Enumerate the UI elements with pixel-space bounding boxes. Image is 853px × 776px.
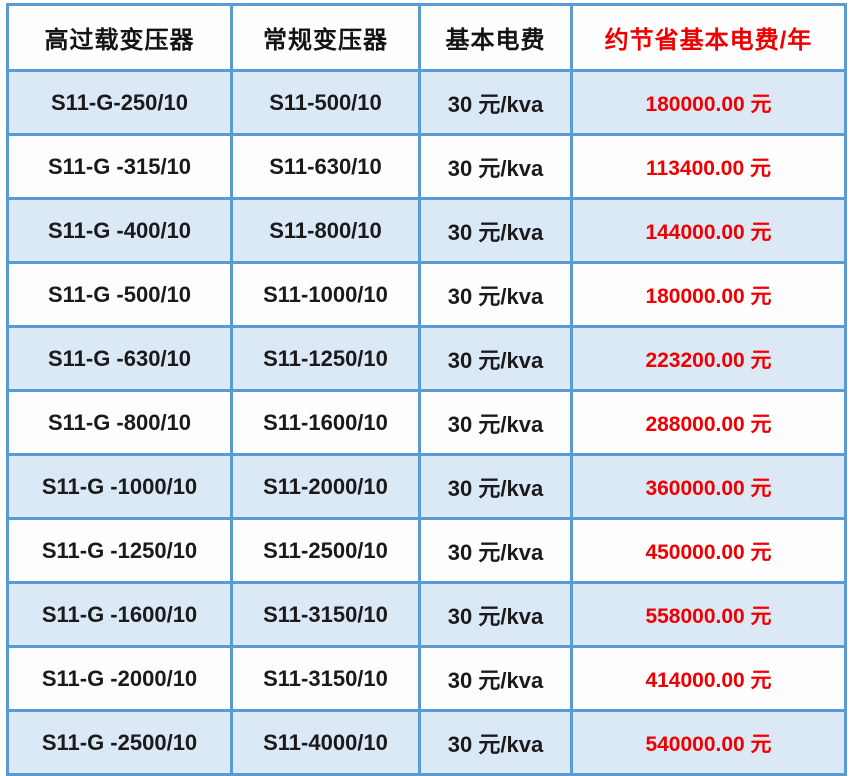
cell-standard-model: S11-500/10 <box>230 69 421 136</box>
cell-overload-model: S11-G -800/10 <box>6 389 233 456</box>
cell-standard-model: S11-1250/10 <box>230 325 421 392</box>
cell-annual-saving: 180000.00 元 <box>570 261 847 328</box>
table-row: S11-G -315/10 S11-630/10 30 元/kva 113400.00… <box>6 133 847 200</box>
cell-annual-saving: 180000.00 元 <box>570 69 847 136</box>
cell-annual-saving: 558000.00 元 <box>570 581 847 648</box>
table-row: S11-G -2500/10 S11-4000/10 30 元/kva 540000.… <box>6 709 847 776</box>
cell-standard-model: S11-1000/10 <box>230 261 421 328</box>
cell-annual-saving: 360000.00 元 <box>570 453 847 520</box>
cell-basic-fee: 30 元/kva <box>418 261 573 328</box>
cell-annual-saving: 144000.00 元 <box>570 197 847 264</box>
cell-standard-model: S11-800/10 <box>230 197 421 264</box>
table-row: S11-G -2000/10 S11-3150/10 30 元/kva 414000.… <box>6 645 847 712</box>
cell-overload-model: S11-G -400/10 <box>6 197 233 264</box>
col-header-standard-transformer: 常规变压器 <box>230 3 421 72</box>
table-row: S11-G -400/10 S11-800/10 30 元/kva 144000.00… <box>6 197 847 264</box>
table-header: 高过载变压器 常规变压器 基本电费 约节省基本电费/年 <box>6 3 847 72</box>
col-header-basic-fee: 基本电费 <box>418 3 573 72</box>
cell-overload-model: S11-G -1000/10 <box>6 453 233 520</box>
cell-overload-model: S11-G -630/10 <box>6 325 233 392</box>
cell-basic-fee: 30 元/kva <box>418 709 573 776</box>
cell-basic-fee: 30 元/kva <box>418 325 573 392</box>
cell-overload-model: S11-G -1600/10 <box>6 581 233 648</box>
cell-standard-model: S11-4000/10 <box>230 709 421 776</box>
cell-standard-model: S11-3150/10 <box>230 645 421 712</box>
cell-standard-model: S11-2000/10 <box>230 453 421 520</box>
cell-standard-model: S11-3150/10 <box>230 581 421 648</box>
cell-annual-saving: 414000.00 元 <box>570 645 847 712</box>
col-header-annual-saving: 约节省基本电费/年 <box>570 3 847 72</box>
cell-overload-model: S11-G -1250/10 <box>6 517 233 584</box>
cell-overload-model: S11-G -2500/10 <box>6 709 233 776</box>
table-body: S11-G-250/10 S11-500/10 30 元/kva 180000.00 … <box>6 69 847 776</box>
cell-annual-saving: 223200.00 元 <box>570 325 847 392</box>
cell-annual-saving: 540000.00 元 <box>570 709 847 776</box>
table-row: S11-G-250/10 S11-500/10 30 元/kva 180000.00 … <box>6 69 847 136</box>
cell-basic-fee: 30 元/kva <box>418 197 573 264</box>
cell-basic-fee: 30 元/kva <box>418 517 573 584</box>
cell-basic-fee: 30 元/kva <box>418 453 573 520</box>
cell-standard-model: S11-630/10 <box>230 133 421 200</box>
transformer-fee-table: 高过载变压器 常规变压器 基本电费 约节省基本电费/年 S11-G-250/10… <box>6 3 847 776</box>
table-row: S11-G -1600/10 S11-3150/10 30 元/kva 558000.… <box>6 581 847 648</box>
cell-annual-saving: 450000.00 元 <box>570 517 847 584</box>
cell-standard-model: S11-2500/10 <box>230 517 421 584</box>
table-row: S11-G -630/10 S11-1250/10 30 元/kva 223200.0… <box>6 325 847 392</box>
table-row: S11-G -800/10 S11-1600/10 30 元/kva 288000.0… <box>6 389 847 456</box>
cell-overload-model: S11-G-250/10 <box>6 69 233 136</box>
cell-standard-model: S11-1600/10 <box>230 389 421 456</box>
table-row: S11-G -1250/10 S11-2500/10 30 元/kva 450000.… <box>6 517 847 584</box>
cell-overload-model: S11-G -500/10 <box>6 261 233 328</box>
cell-annual-saving: 113400.00 元 <box>570 133 847 200</box>
header-row: 高过载变压器 常规变压器 基本电费 约节省基本电费/年 <box>6 3 847 72</box>
cell-basic-fee: 30 元/kva <box>418 645 573 712</box>
table-row: S11-G -1000/10 S11-2000/10 30 元/kva 360000.… <box>6 453 847 520</box>
cell-overload-model: S11-G -315/10 <box>6 133 233 200</box>
table-row: S11-G -500/10 S11-1000/10 30 元/kva 180000.0… <box>6 261 847 328</box>
cell-basic-fee: 30 元/kva <box>418 69 573 136</box>
col-header-overload-transformer: 高过载变压器 <box>6 3 233 72</box>
cell-basic-fee: 30 元/kva <box>418 389 573 456</box>
cell-basic-fee: 30 元/kva <box>418 581 573 648</box>
cell-overload-model: S11-G -2000/10 <box>6 645 233 712</box>
cell-basic-fee: 30 元/kva <box>418 133 573 200</box>
cell-annual-saving: 288000.00 元 <box>570 389 847 456</box>
